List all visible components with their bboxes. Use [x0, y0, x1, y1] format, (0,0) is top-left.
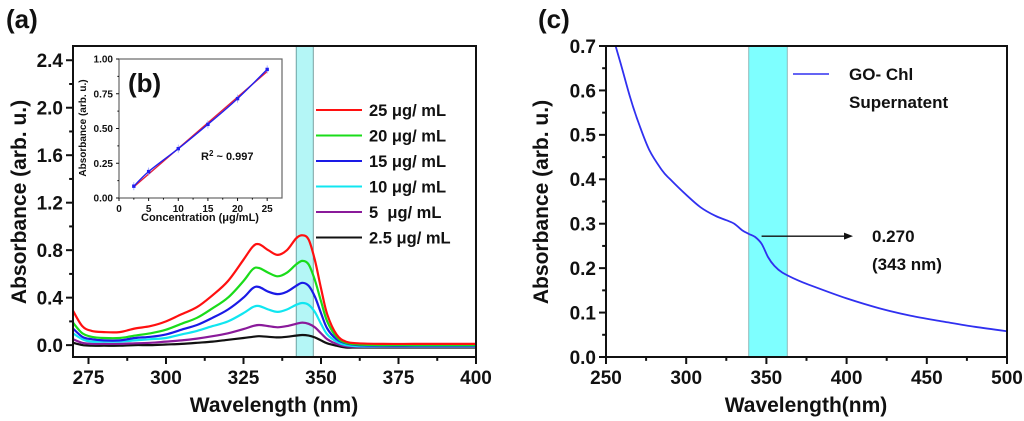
y-tick-label: 1.6	[37, 146, 63, 167]
y-tick-label: 1.2	[37, 194, 63, 215]
legend-label: 5 μg/ mL	[369, 204, 441, 222]
x-tick-label: 450	[911, 368, 943, 389]
panel-c-legend: GO- Chl Supernatent	[793, 65, 949, 112]
panel-c-ylabel: Absorbance (arb. u.)	[530, 100, 553, 304]
x-tick-label: 300	[670, 368, 702, 389]
panel-c-annotation: 0.270 (343 nm)	[761, 227, 942, 274]
r2-sup: 2	[209, 149, 214, 158]
panel-a-ylabel: Absorbance (arb. u.)	[8, 100, 31, 304]
panel-a-xlabel: Wavelength (nm)	[190, 394, 358, 417]
legend-c-label-line1: GO- Chl	[849, 65, 913, 84]
data-point	[206, 122, 210, 127]
legend-c-label-line2: Supernatent	[849, 93, 949, 112]
y-tick-label: 2.4	[37, 51, 64, 72]
x-tick-label: 500	[991, 368, 1023, 389]
x-tick-label: 350	[751, 368, 783, 389]
data-point	[132, 184, 136, 188]
y-tick-label: 1.00	[94, 55, 114, 66]
y-tick-label: 0.4	[570, 170, 597, 191]
series-line	[72, 333, 476, 349]
panel-c-chart: 250 300 350 400 450 500 0.0 0.1 0.2 0.3 0.4 0.5 0.6 0…	[530, 37, 1023, 417]
highlight-band	[748, 45, 788, 358]
panel-b-r2-annotation: R2 ~ 0.997	[201, 149, 253, 163]
y-tick-label: 0.1	[570, 303, 597, 324]
panel-label-c: (c)	[538, 4, 570, 34]
x-tick-label: 375	[383, 368, 415, 389]
x-tick-label: 400	[460, 368, 492, 389]
legend-label: 10 μg/ mL	[369, 179, 446, 197]
data-line	[133, 68, 268, 187]
r2-base: R	[201, 151, 209, 163]
y-tick-label: 0.4	[37, 288, 64, 309]
x-tick-label: 10	[173, 204, 185, 215]
annotation-arrow-head	[844, 232, 854, 240]
x-tick-label: 275	[73, 368, 105, 389]
y-tick-label: 0.0	[570, 348, 596, 369]
panel-label-a: (a)	[6, 4, 38, 34]
legend-label: 25 μg/ mL	[369, 102, 446, 120]
r2-value: ~ 0.997	[213, 151, 253, 163]
y-tick-label: 0.6	[570, 81, 596, 102]
x-tick-label: 300	[150, 368, 182, 389]
x-tick-label: 325	[228, 368, 260, 389]
y-tick-label: 0.5	[570, 126, 597, 147]
panel-b-xlabel: Concentration (μg/mL)	[141, 212, 259, 224]
data-point	[235, 96, 240, 101]
highlight-band	[295, 45, 314, 358]
annotation-wavelength: (343 nm)	[872, 255, 942, 274]
y-tick-label: 0.7	[570, 37, 596, 58]
panel-c-xlabel: Wavelength(nm)	[725, 394, 888, 417]
panel-b-ylabel: Absorbance (arb. u.)	[78, 79, 89, 176]
x-tick-label: 350	[305, 368, 337, 389]
legend-label: 20 μg/ mL	[369, 128, 446, 146]
series-line	[72, 234, 476, 346]
y-tick-label: 0.3	[570, 215, 596, 236]
series-line	[614, 45, 1008, 333]
data-point	[265, 67, 269, 72]
y-tick-label: 0.75	[94, 89, 114, 100]
legend-label: 2.5 μg/ mL	[369, 230, 451, 248]
panel-label-b: (b)	[128, 68, 161, 98]
panel-a-chart: 275 300 325 350 375 4000.00.40.81.21.62.02.4 …	[8, 45, 492, 417]
series-line	[72, 321, 476, 349]
y-tick-label: 0.25	[94, 159, 114, 170]
y-tick-label: 0.0	[37, 336, 63, 357]
y-tick-label: 0.50	[94, 124, 114, 135]
y-tick-label: 2.0	[37, 99, 63, 120]
legend-label: 15 μg/ mL	[369, 153, 446, 171]
x-tick-label: 5	[146, 204, 152, 215]
x-tick-label: 25	[262, 204, 274, 215]
x-tick-label: 20	[232, 204, 244, 215]
panel-b-inset: 0 5 10 15 20 25 0.00 0.25 0.50 0.75 1.00 (b) R2 ~ …	[78, 55, 283, 224]
x-tick-label: 0	[116, 204, 122, 215]
x-tick-label: 250	[590, 368, 622, 389]
y-tick-label: 0.8	[37, 241, 63, 262]
x-tick-label: 15	[202, 204, 214, 215]
y-tick-label: 0.2	[570, 259, 596, 280]
panel-a-legend: 25 μg/ mL 20 μg/ mL 15 μg/ mL 10 μg/ mL 5 μg…	[316, 102, 451, 248]
x-tick-label: 400	[831, 368, 863, 389]
series-line	[72, 259, 476, 347]
panel-a-frame	[72, 45, 477, 358]
data-point	[176, 146, 180, 151]
series-line	[72, 301, 476, 348]
annotation-value: 0.270	[872, 227, 915, 246]
y-tick-label: 0.00	[94, 194, 114, 205]
data-point	[146, 169, 151, 174]
